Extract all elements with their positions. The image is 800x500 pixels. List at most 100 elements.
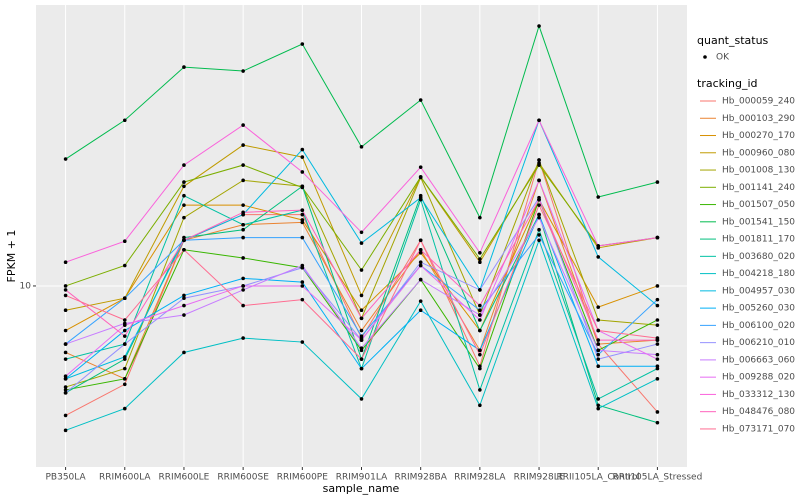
data-point [418,263,423,268]
data-point [596,318,601,322]
x-tick-label: RRIM600LE [159,473,210,483]
data-point [596,397,601,401]
data-point [418,277,423,282]
data-point [655,297,660,302]
data-point [359,268,364,272]
data-point [537,238,541,243]
data-point [63,328,68,333]
legend-label: Hb_006100_020 [722,321,795,331]
legend-label: Hb_004218_180 [722,269,795,279]
legend-label: Hb_000059_240 [722,97,795,107]
data-point [300,212,305,217]
data-point [300,155,305,159]
data-point [359,230,364,235]
x-tick-label: RRII105LA_Stressed [613,473,703,483]
data-point [182,65,186,69]
data-point [300,218,305,222]
data-point [596,352,601,357]
data-point [122,355,127,359]
data-point [300,284,305,288]
data-point [478,215,482,220]
data-point [478,303,482,308]
data-point [655,352,660,357]
data-point [300,208,305,212]
data-point [359,334,364,338]
data-point [63,288,68,292]
data-point [182,180,186,184]
legend-label: Hb_048476_080 [722,407,795,417]
data-point [537,227,541,232]
data-point [655,342,660,346]
data-point [241,336,245,340]
data-point [122,323,127,327]
data-point [537,212,541,217]
data-point [655,284,660,288]
data-point [359,366,364,371]
data-point [63,260,68,265]
data-point [655,318,660,322]
data-point [63,350,68,355]
data-point [241,163,245,167]
legend-label: Hb_033312_130 [722,390,795,400]
data-point [655,323,660,327]
data-point [596,338,601,342]
data-point [63,157,68,161]
legend-label: Hb_000270_170 [722,131,795,141]
data-point [596,195,601,199]
x-tick-label: RRIM600PE [277,473,329,483]
data-point [537,197,541,202]
data-point [300,263,305,268]
data-point [241,123,245,127]
data-point [418,195,423,200]
data-point [359,397,364,401]
data-point [63,377,68,381]
data-point [241,284,245,288]
legend-label: Hb_001141_240 [722,183,795,193]
data-point [655,420,660,425]
data-point [596,342,601,346]
data-point [182,313,186,317]
data-point [418,250,423,255]
data-point [655,235,660,240]
data-point [478,403,482,408]
data-point [537,215,541,220]
data-point [182,203,186,207]
data-point [596,328,601,333]
data-point [300,184,305,189]
data-point [537,118,541,123]
data-point [122,318,127,322]
data-point [359,357,364,361]
data-point [122,406,127,411]
data-point [63,293,68,298]
data-point [596,364,601,368]
data-point [359,328,364,333]
data-point [418,299,423,303]
x-tick-label: RRIM600LA [99,473,151,483]
data-point [418,175,423,179]
legend-label: Hb_006663_060 [722,355,795,365]
data-point [478,250,482,255]
data-point [241,256,245,260]
data-point [596,255,601,259]
legend-label: Hb_073171_070 [722,424,795,434]
x-tick-label: RRIM600SE [217,473,269,483]
data-point [300,297,305,302]
data-point [182,293,186,298]
data-point [182,296,186,301]
data-point [478,318,482,322]
x-tick-label: RRIM928LA [454,473,506,483]
data-point [478,308,482,313]
x-tick-label: RRIM928LE [514,473,565,483]
data-point [300,235,305,240]
x-axis-title: sample_name [323,482,400,495]
data-point [418,308,423,313]
data-point [537,178,541,183]
x-tick-label: RRIM928BA [394,473,447,483]
legend-title: tracking_id [697,77,758,90]
data-point [596,348,601,353]
data-point [241,69,245,73]
data-point [182,235,186,240]
data-point [655,180,660,184]
data-point [182,350,186,355]
data-point [241,276,245,281]
